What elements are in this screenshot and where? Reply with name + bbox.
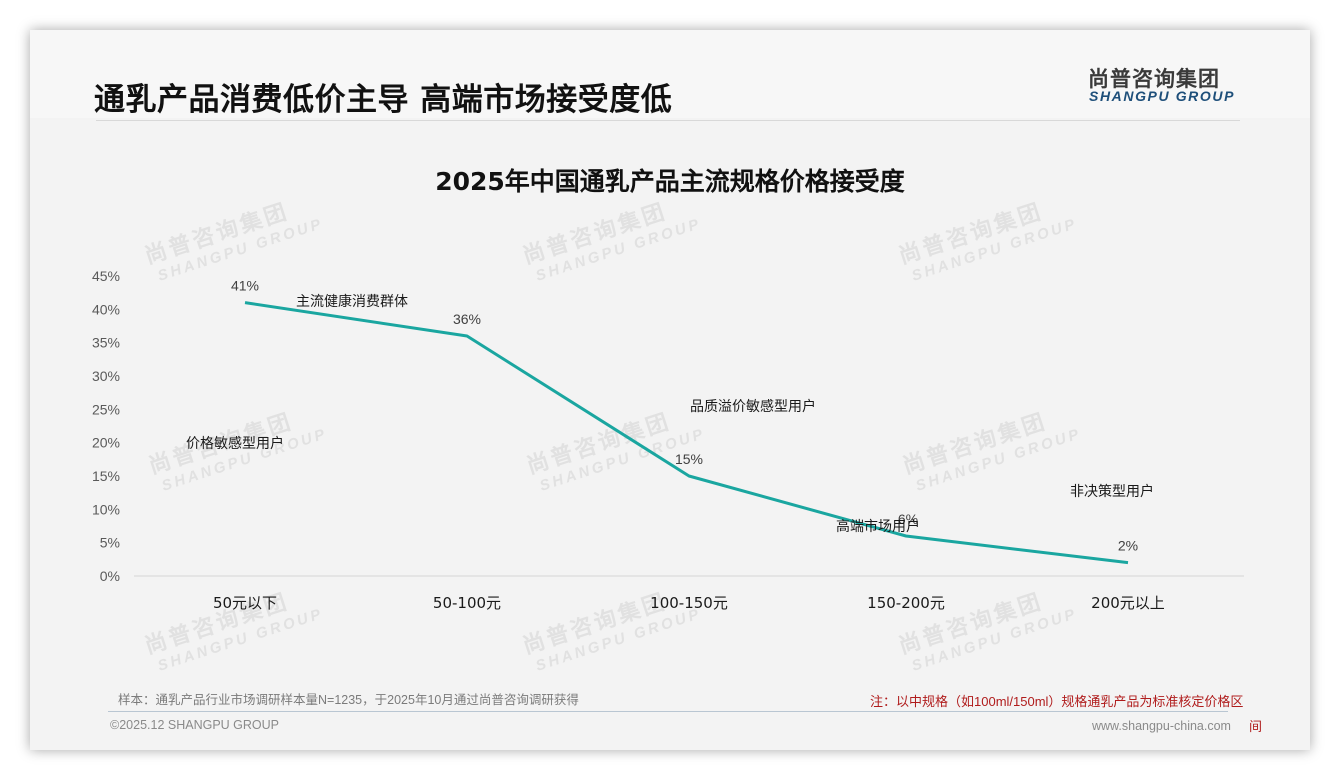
y-tick-label: 20% xyxy=(92,435,120,451)
footer-divider xyxy=(108,711,1228,712)
line-chart: 0% 5% 10% 15% 20% 25% 30% 35% 40% 45% 50元以下 50-100元… xyxy=(92,268,1244,612)
y-tick-label: 45% xyxy=(92,268,120,284)
segment-annotation: 主流健康消费群体 xyxy=(296,293,408,310)
x-tick-label: 100-150元 xyxy=(650,594,728,612)
data-label: 36% xyxy=(453,311,481,327)
page-title: 通乳产品消费低价主导 高端市场接受度低 xyxy=(94,82,673,118)
segment-annotation: 非决策型用户 xyxy=(1070,483,1154,500)
y-tick-label: 25% xyxy=(92,401,120,417)
y-tick-label: 10% xyxy=(92,501,120,517)
x-tick-label: 200元以上 xyxy=(1091,594,1165,612)
y-tick-label: 5% xyxy=(100,535,120,551)
price-note: 注：以中规格（如100ml/150ml）规格通乳产品为标准核定价格区 xyxy=(870,694,1244,709)
copyright: ©2025.12 SHANGPU GROUP xyxy=(110,718,279,732)
website-link[interactable]: www.shangpu-china.com xyxy=(1092,719,1231,733)
y-tick-label: 40% xyxy=(92,301,120,317)
slide-header xyxy=(30,30,1310,118)
segment-annotation: 品质溢价敏感型用户 xyxy=(690,398,816,415)
y-tick-label: 30% xyxy=(92,368,120,384)
segment-annotation: 高端市场用户 xyxy=(836,518,920,535)
segment-annotation: 价格敏感型用户 xyxy=(186,435,284,452)
logo-text-en: SHANGPU GROUP xyxy=(1089,88,1236,104)
x-tick-label: 150-200元 xyxy=(867,594,945,612)
data-label: 15% xyxy=(675,451,703,467)
x-tick-label: 50元以下 xyxy=(213,594,277,612)
data-label: 6% xyxy=(898,511,918,527)
y-tick-label: 35% xyxy=(92,335,120,351)
slide-card: 通乳产品消费低价主导 高端市场接受度低 尚普咨询集团 SHANGPU GROUP… xyxy=(30,30,1310,750)
chart-title: 2025年中国通乳产品主流规格价格接受度 xyxy=(435,167,905,196)
y-tick-label: 0% xyxy=(100,568,120,584)
logo-text-cn: 尚普咨询集团 xyxy=(1088,67,1220,91)
y-tick-label: 15% xyxy=(92,468,120,484)
title-divider xyxy=(96,120,1240,121)
sample-note: 样本：通乳产品行业市场调研样本量N=1235，于2025年10月通过尚普咨询调研… xyxy=(118,693,579,707)
data-label: 41% xyxy=(231,278,259,294)
data-label: 2% xyxy=(1118,538,1138,554)
data-series-line xyxy=(244,301,1129,565)
x-tick-label: 50-100元 xyxy=(433,594,501,612)
price-note-tail: 间 xyxy=(1249,719,1263,734)
